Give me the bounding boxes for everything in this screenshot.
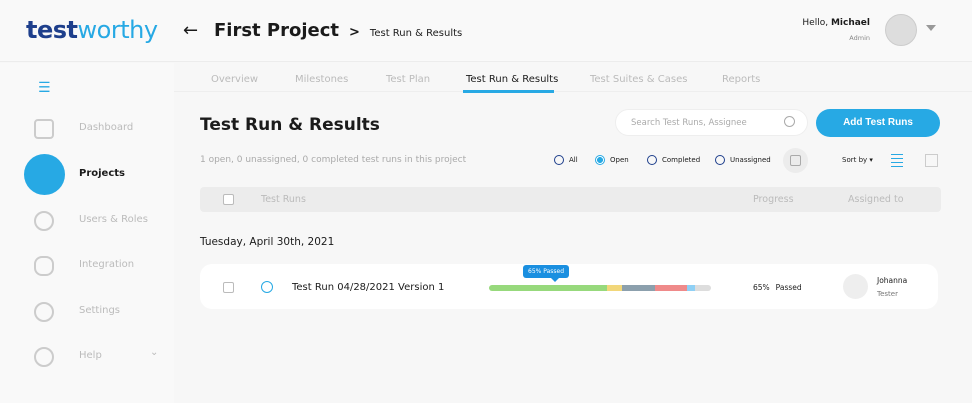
progress-percent: 65% <box>753 283 770 292</box>
calendar-button[interactable] <box>783 148 808 173</box>
page-title: Test Run & Results <box>200 115 380 135</box>
progress-summary: 65% Passed <box>753 283 802 292</box>
title-bar: First Project > Test Run & Results <box>214 20 462 41</box>
top-header <box>0 0 972 62</box>
progress-tooltip: 65% Passed <box>523 265 570 282</box>
sort-by-dropdown[interactable]: Sort by ▾ <box>842 156 873 164</box>
date-group-heading: Tuesday, April 30th, 2021 <box>200 236 335 248</box>
filter-all-radio[interactable]: All <box>554 155 578 165</box>
tab-test-run-results[interactable]: Test Run & Results <box>466 74 559 85</box>
table-header: Test Runs Progress Assigned to <box>200 187 941 212</box>
chevron-down-icon[interactable]: ⌄ <box>150 347 159 358</box>
filter-open-radio[interactable]: Open <box>595 155 629 165</box>
test-run-name[interactable]: Test Run 04/28/2021 Version 1 <box>292 282 445 293</box>
sidebar-item-users-roles[interactable]: Users & Roles <box>0 201 174 241</box>
progress-segment-1 <box>606 285 623 291</box>
assignee-name: Johanna <box>877 276 908 285</box>
progress-segment-0 <box>489 285 607 291</box>
sidebar-item-integration[interactable]: Integration <box>0 246 174 286</box>
back-arrow-icon[interactable]: ← <box>183 20 199 41</box>
avatar[interactable] <box>885 14 917 46</box>
filter-unassigned-radio[interactable]: Unassigned <box>715 155 771 165</box>
column-test-runs: Test Runs <box>261 194 306 205</box>
progress-segment-5 <box>695 285 711 291</box>
greeting: Hello, Michael <box>802 18 870 28</box>
progress-segment-4 <box>686 285 696 291</box>
chevron-right-icon: > <box>349 25 360 40</box>
tab-bar: Overview Milestones Test Plan Test Run &… <box>174 66 972 92</box>
users-icon <box>34 211 54 231</box>
tab-milestones[interactable]: Milestones <box>295 74 349 85</box>
search-icon[interactable] <box>784 116 795 127</box>
row-checkbox[interactable] <box>223 282 234 293</box>
sidebar-item-dashboard[interactable]: Dashboard <box>0 109 174 149</box>
tab-overview[interactable]: Overview <box>211 74 259 85</box>
active-tab-indicator <box>463 90 554 93</box>
assignee-role: Tester <box>877 290 898 298</box>
dashboard-icon <box>34 119 54 139</box>
testworthy-logo[interactable]: testworthy <box>26 16 158 44</box>
presentation-icon <box>24 154 65 195</box>
sidebar-item-help[interactable]: Help ⌄ <box>0 337 174 377</box>
project-title: First Project <box>214 20 340 41</box>
chevron-down-icon[interactable] <box>926 25 936 31</box>
breadcrumb: Test Run & Results <box>369 28 463 39</box>
table-row[interactable]: Test Run 04/28/2021 Version 1 65% Passed… <box>200 264 938 309</box>
column-assigned-to: Assigned to <box>848 194 904 205</box>
sidebar-item-settings[interactable]: Settings <box>0 292 174 332</box>
tab-test-suites-cases[interactable]: Test Suites & Cases <box>590 74 688 85</box>
tab-reports[interactable]: Reports <box>722 74 761 85</box>
add-test-runs-button[interactable]: Add Test Runs <box>816 109 940 137</box>
progress-bar <box>489 285 711 291</box>
progress-status: Passed <box>775 283 802 292</box>
link-icon <box>34 256 54 276</box>
hamburger-menu-icon[interactable]: ☰ <box>38 80 51 96</box>
gear-icon <box>34 302 54 322</box>
grid-view-icon[interactable] <box>925 154 938 167</box>
help-icon <box>34 347 54 367</box>
progress-segment-2 <box>622 285 656 291</box>
search-input[interactable]: Search Test Runs, Assignee <box>615 109 808 136</box>
progress-segment-3 <box>655 285 687 291</box>
assignee-avatar <box>843 274 868 299</box>
user-role: Admin <box>849 34 870 42</box>
filter-completed-radio[interactable]: Completed <box>647 155 700 165</box>
summary-text: 1 open, 0 unassigned, 0 completed test r… <box>200 155 467 165</box>
tab-test-plan[interactable]: Test Plan <box>386 74 431 85</box>
list-view-icon[interactable] <box>891 154 903 167</box>
gauge-icon <box>261 281 273 293</box>
user-name: Michael <box>830 18 870 28</box>
sidebar-item-projects[interactable]: Projects <box>0 154 174 195</box>
calendar-icon <box>790 155 801 166</box>
select-all-checkbox[interactable] <box>223 194 234 205</box>
column-progress: Progress <box>753 194 794 205</box>
sidebar <box>0 63 174 403</box>
